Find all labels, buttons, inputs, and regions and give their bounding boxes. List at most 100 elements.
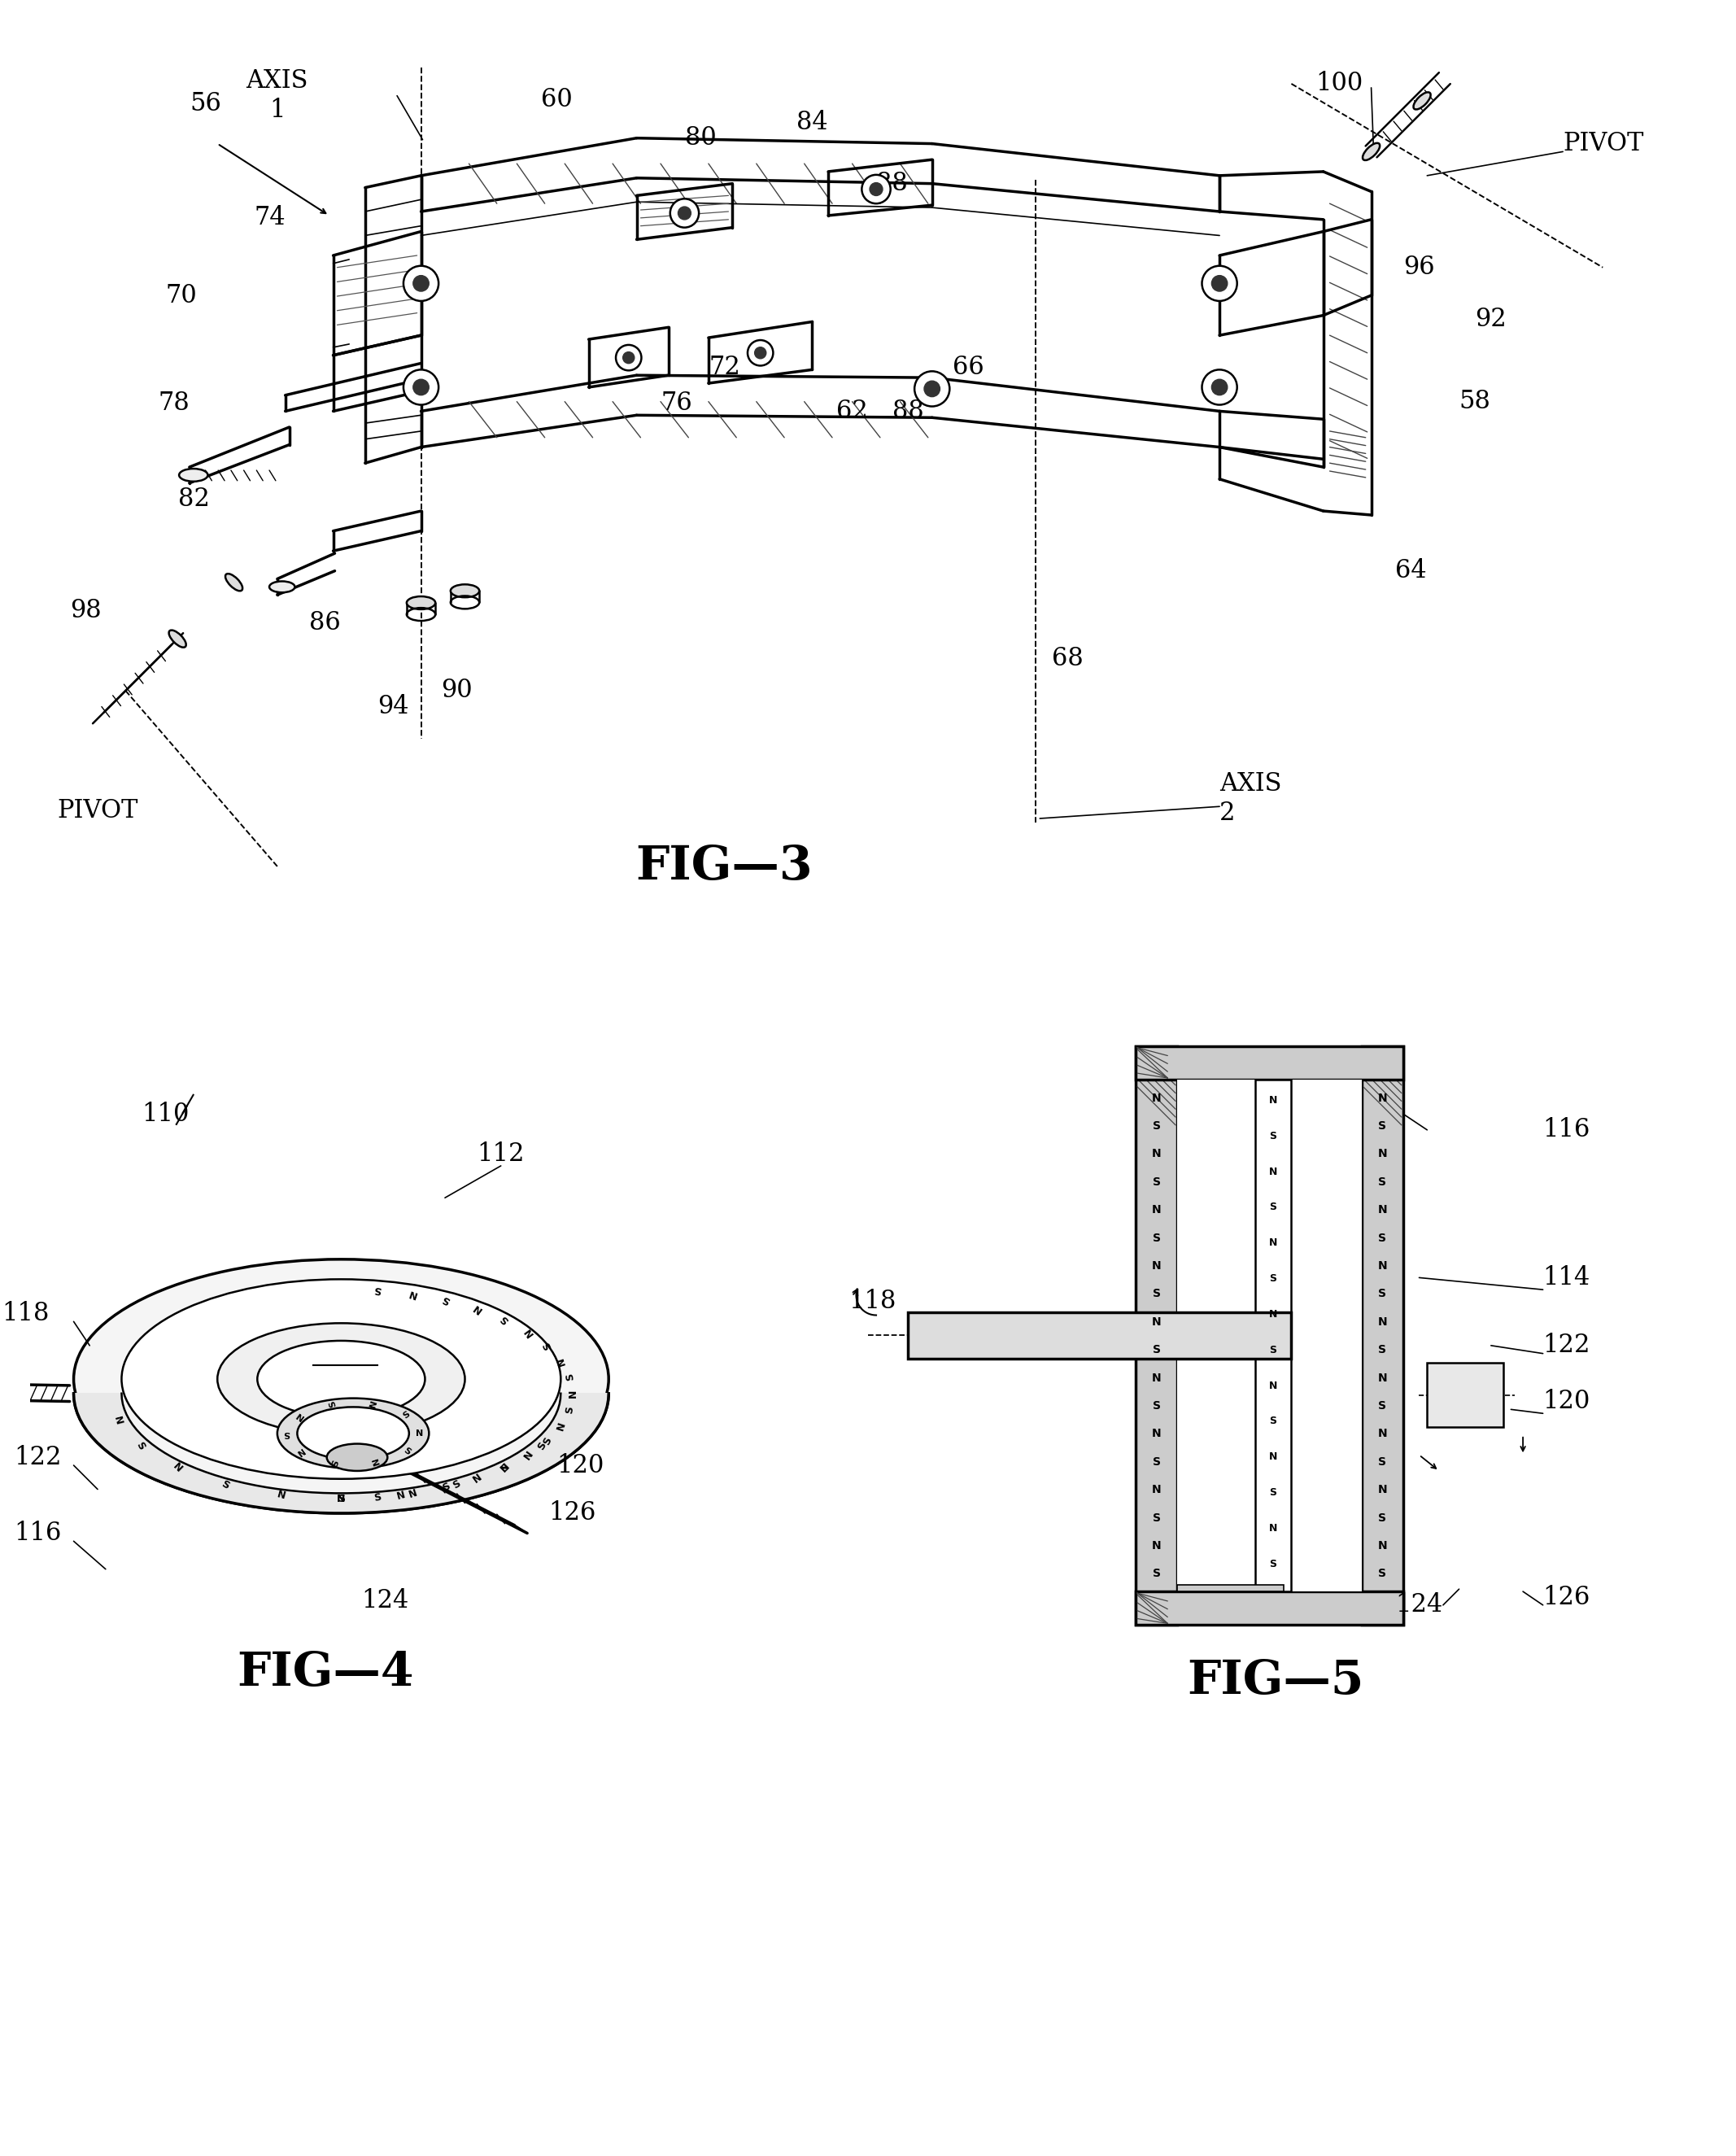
- Text: N: N: [1151, 1315, 1161, 1328]
- Text: S: S: [1269, 1488, 1276, 1498]
- Bar: [1361, 1046, 1403, 1626]
- Text: S: S: [328, 1399, 337, 1408]
- Text: N: N: [1269, 1238, 1278, 1248]
- Text: ―: ―: [167, 1100, 198, 1130]
- Ellipse shape: [1212, 276, 1227, 291]
- Text: 92: 92: [1476, 306, 1507, 332]
- Text: 64: 64: [1396, 558, 1427, 584]
- Text: 74: 74: [253, 205, 285, 231]
- Text: N: N: [1151, 1483, 1161, 1496]
- Text: N: N: [276, 1490, 286, 1501]
- Text: S: S: [1269, 1559, 1276, 1570]
- Text: 100: 100: [1316, 71, 1363, 97]
- Text: N: N: [1151, 1149, 1161, 1160]
- Text: 86: 86: [309, 610, 340, 636]
- Text: S: S: [1153, 1289, 1160, 1300]
- Text: N: N: [1378, 1093, 1387, 1104]
- Text: N: N: [1378, 1149, 1387, 1160]
- Text: S: S: [1269, 1274, 1276, 1285]
- Text: N: N: [1151, 1371, 1161, 1384]
- Text: N: N: [523, 1326, 535, 1339]
- Text: S: S: [328, 1460, 337, 1468]
- Ellipse shape: [1363, 142, 1380, 160]
- Text: N: N: [1378, 1483, 1387, 1496]
- Text: N: N: [1151, 1093, 1161, 1104]
- Bar: [1135, 1591, 1403, 1626]
- Text: PIVOT: PIVOT: [57, 798, 139, 824]
- Text: N: N: [293, 1410, 306, 1421]
- Text: 72: 72: [708, 354, 740, 379]
- Ellipse shape: [861, 175, 891, 203]
- Ellipse shape: [1201, 265, 1238, 302]
- Text: N: N: [170, 1462, 184, 1475]
- Text: S: S: [283, 1429, 290, 1438]
- Bar: [1135, 1046, 1403, 1080]
- Ellipse shape: [623, 351, 634, 364]
- Bar: [1177, 1585, 1283, 1591]
- Text: N: N: [1378, 1205, 1387, 1216]
- Ellipse shape: [403, 369, 439, 405]
- Text: AXIS
2: AXIS 2: [1219, 772, 1281, 826]
- Text: 110: 110: [142, 1102, 189, 1128]
- Text: 80: 80: [684, 125, 717, 151]
- Text: N: N: [556, 1356, 568, 1367]
- Text: ―: ―: [174, 1089, 205, 1119]
- Text: S: S: [401, 1410, 411, 1421]
- Text: 118: 118: [849, 1289, 896, 1315]
- Text: N: N: [1378, 1427, 1387, 1440]
- Ellipse shape: [451, 584, 479, 597]
- Text: S: S: [1378, 1567, 1387, 1580]
- Text: S: S: [1153, 1121, 1160, 1132]
- Text: S: S: [1378, 1455, 1387, 1468]
- Text: 124: 124: [1396, 1593, 1443, 1617]
- Text: S: S: [1269, 1345, 1276, 1356]
- Text: S: S: [1378, 1289, 1387, 1300]
- Text: S: S: [337, 1494, 345, 1505]
- Text: S: S: [1269, 1130, 1276, 1141]
- Text: S: S: [564, 1373, 576, 1382]
- Text: 90: 90: [441, 679, 472, 703]
- Text: S: S: [451, 1479, 464, 1492]
- Ellipse shape: [924, 382, 939, 397]
- Text: N: N: [1151, 1261, 1161, 1272]
- Text: N: N: [470, 1302, 484, 1315]
- Text: 122: 122: [14, 1445, 62, 1470]
- Text: N: N: [111, 1414, 123, 1425]
- Text: N: N: [406, 1287, 418, 1300]
- Text: 88: 88: [877, 170, 908, 196]
- Text: 124: 124: [361, 1589, 408, 1613]
- Text: N: N: [556, 1421, 568, 1432]
- Text: S: S: [1153, 1343, 1160, 1356]
- Ellipse shape: [73, 1259, 609, 1498]
- Text: 112: 112: [477, 1141, 524, 1166]
- Ellipse shape: [1212, 379, 1227, 395]
- Text: 70: 70: [167, 282, 198, 308]
- Ellipse shape: [915, 371, 950, 405]
- Text: S: S: [535, 1440, 549, 1451]
- Text: N: N: [498, 1462, 512, 1475]
- Text: S: S: [542, 1436, 554, 1447]
- Text: 94: 94: [377, 694, 408, 720]
- Text: S: S: [1378, 1511, 1387, 1524]
- Text: N: N: [337, 1494, 345, 1505]
- Ellipse shape: [413, 379, 429, 395]
- Ellipse shape: [413, 276, 429, 291]
- Text: S: S: [542, 1339, 554, 1352]
- Text: 68: 68: [1052, 647, 1083, 671]
- Text: S: S: [498, 1313, 510, 1326]
- Text: AXIS
1: AXIS 1: [247, 69, 309, 123]
- Text: S: S: [1153, 1567, 1160, 1580]
- Text: N: N: [396, 1490, 406, 1501]
- Text: FIG—5: FIG—5: [1187, 1658, 1364, 1703]
- Text: 126: 126: [1543, 1585, 1590, 1611]
- Bar: [908, 1313, 1292, 1358]
- Text: S: S: [1153, 1177, 1160, 1188]
- Ellipse shape: [326, 1445, 387, 1470]
- Text: N: N: [368, 1399, 378, 1408]
- Ellipse shape: [179, 468, 208, 481]
- Ellipse shape: [168, 630, 186, 647]
- Text: S: S: [1378, 1399, 1387, 1412]
- Text: 116: 116: [14, 1520, 62, 1546]
- Ellipse shape: [406, 597, 436, 610]
- Text: S: S: [1153, 1455, 1160, 1468]
